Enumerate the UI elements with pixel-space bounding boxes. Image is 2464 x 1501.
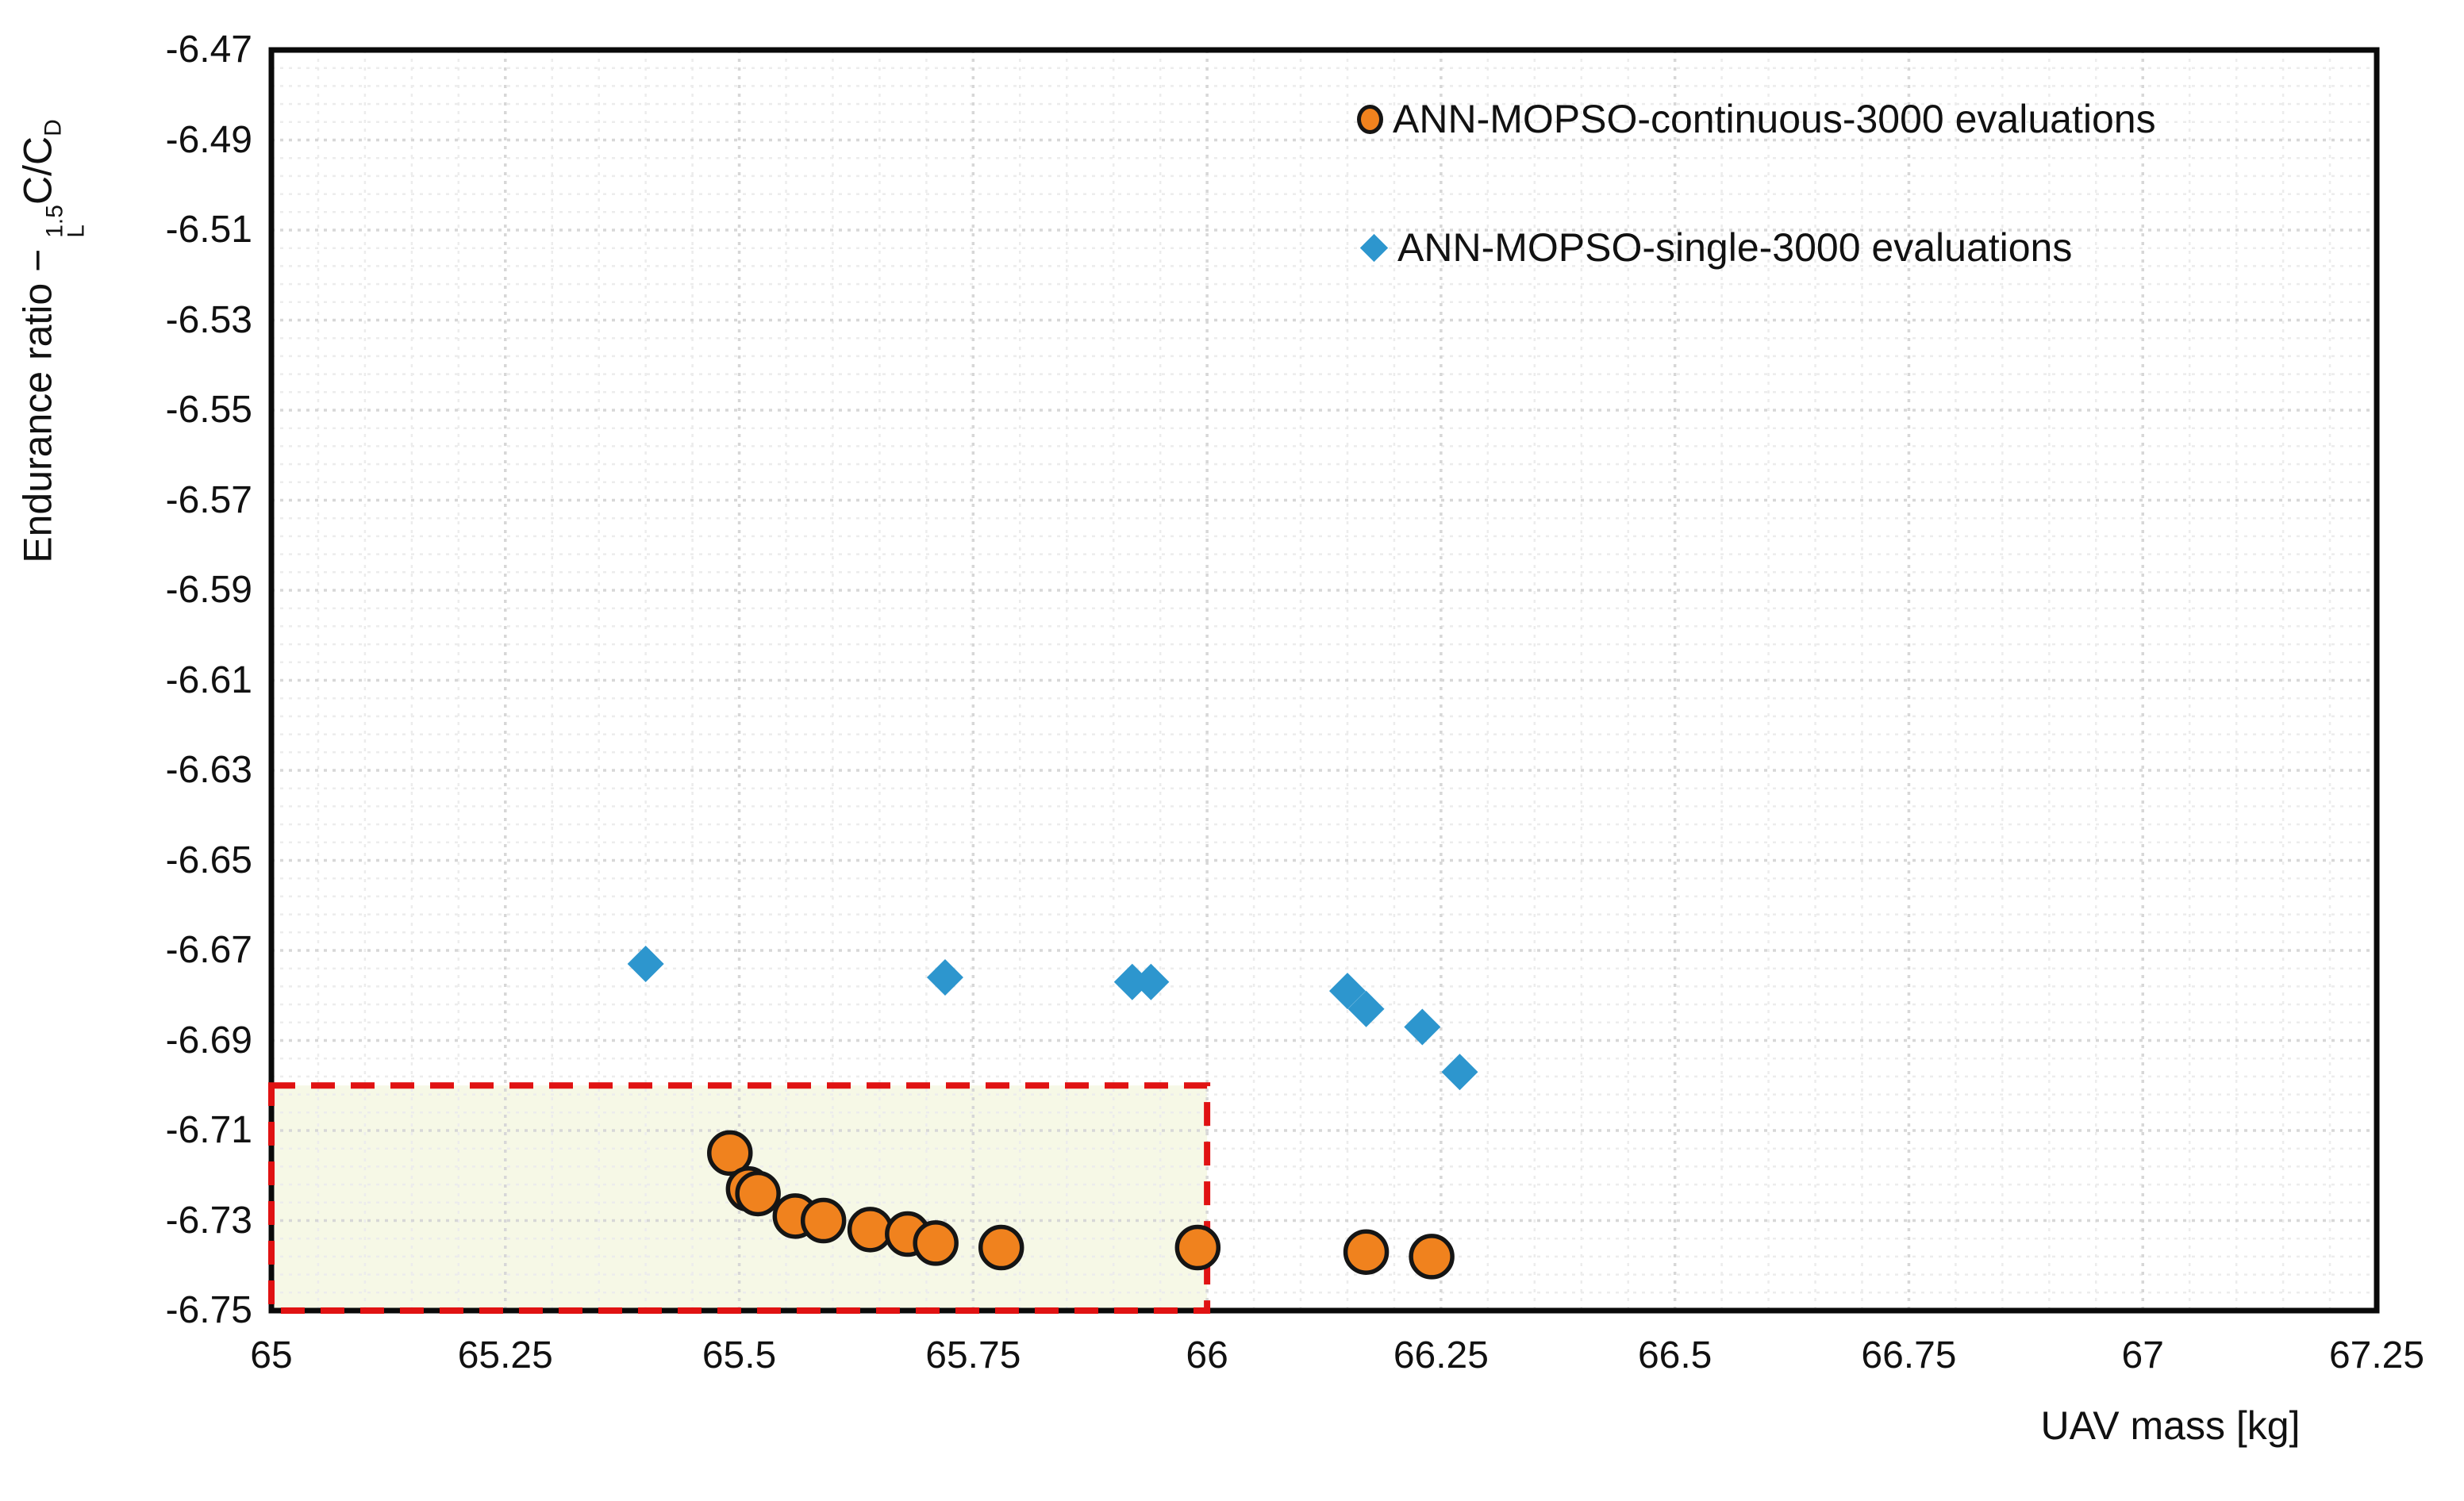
y-tick-label: -6.53 [165,298,252,341]
y-tick-label: -6.61 [165,658,252,701]
y-title-text: Endurance ratio − [15,237,60,563]
legend-entry-continuous: ANN-MOPSO-continuous-3000 evaluations [1357,93,2156,145]
x-tick-label: 66.75 [1861,1334,1957,1376]
data-point-circle [735,1170,781,1217]
y-tick-label: -6.71 [165,1109,252,1151]
cd-letter: C [15,136,60,166]
data-point-circle [1409,1234,1455,1280]
legend-label-continuous: ANN-MOPSO-continuous-3000 evaluations [1393,97,2156,141]
orange-circle-marker-icon [1357,104,1383,134]
y-tick-label: -6.67 [165,929,252,971]
plot-border [268,47,2380,1314]
data-point-circle [707,1130,753,1177]
data-point-diamond [627,946,664,983]
legend-label-single: ANN-MOPSO-single-3000 evaluations [1397,225,2073,270]
x-tick-label: 65.5 [702,1334,777,1376]
y-tick-label: -6.63 [165,749,252,791]
x-tick-label: 65.25 [457,1334,553,1376]
x-tick-label: 66.5 [1637,1334,1712,1376]
y-axis-title: Endurance ratio − 1.5 L C/CD [15,119,90,563]
cl-superscript: 1.5 [41,205,68,238]
x-tick-label: 67.25 [2328,1334,2425,1376]
divide-slash: / [15,165,60,176]
x-tick-label: 65.75 [925,1334,1021,1376]
y-tick-label: -6.59 [165,569,252,611]
data-point-circle [978,1224,1024,1271]
y-tick-label: -6.73 [165,1199,252,1242]
x-tick-label: 67 [2121,1334,2164,1376]
y-tick-label: -6.55 [165,389,252,431]
y-tick-label: -6.47 [165,29,252,71]
data-point-diamond [1441,1054,1478,1091]
x-tick-label: 65 [250,1334,293,1376]
y-tick-label: -6.49 [165,118,252,161]
data-point-circle [800,1197,847,1244]
gridlines [271,50,2377,1311]
data-point-diamond [1347,990,1385,1027]
data-point-circle [1343,1229,1390,1275]
data-point-diamond [1404,1008,1441,1046]
series-continuous [707,1130,1455,1280]
highlight-region-border [268,1082,1211,1314]
data-point-diamond [1132,963,1170,1000]
x-tick-label: 66.25 [1393,1334,1489,1376]
series-single [627,946,1478,1091]
data-point-diamond [926,959,963,996]
blue-diamond-marker-icon [1359,233,1389,262]
cl-subscript: L [63,225,90,238]
data-point-diamond [1328,973,1366,1010]
y-tick-label: -6.69 [165,1019,252,1061]
data-point-diamond [1113,963,1151,1000]
y-tick-label: -6.75 [165,1289,252,1331]
y-tick-label: -6.51 [165,209,252,251]
data-point-circle [847,1207,894,1253]
x-axis-title: UAV mass [kg] [2040,1403,2301,1448]
y-tick-label: -6.65 [165,839,252,881]
cl-letter: C [15,175,60,205]
data-point-circle [1174,1224,1221,1271]
legend-entry-single: ANN-MOPSO-single-3000 evaluations [1359,221,2073,274]
data-point-circle [913,1220,959,1266]
cl-symbol: 1.5 L [41,205,90,238]
cd-subscript: D [40,119,67,136]
x-tick-label: 66 [1186,1334,1228,1376]
y-tick-label: -6.57 [165,478,252,521]
